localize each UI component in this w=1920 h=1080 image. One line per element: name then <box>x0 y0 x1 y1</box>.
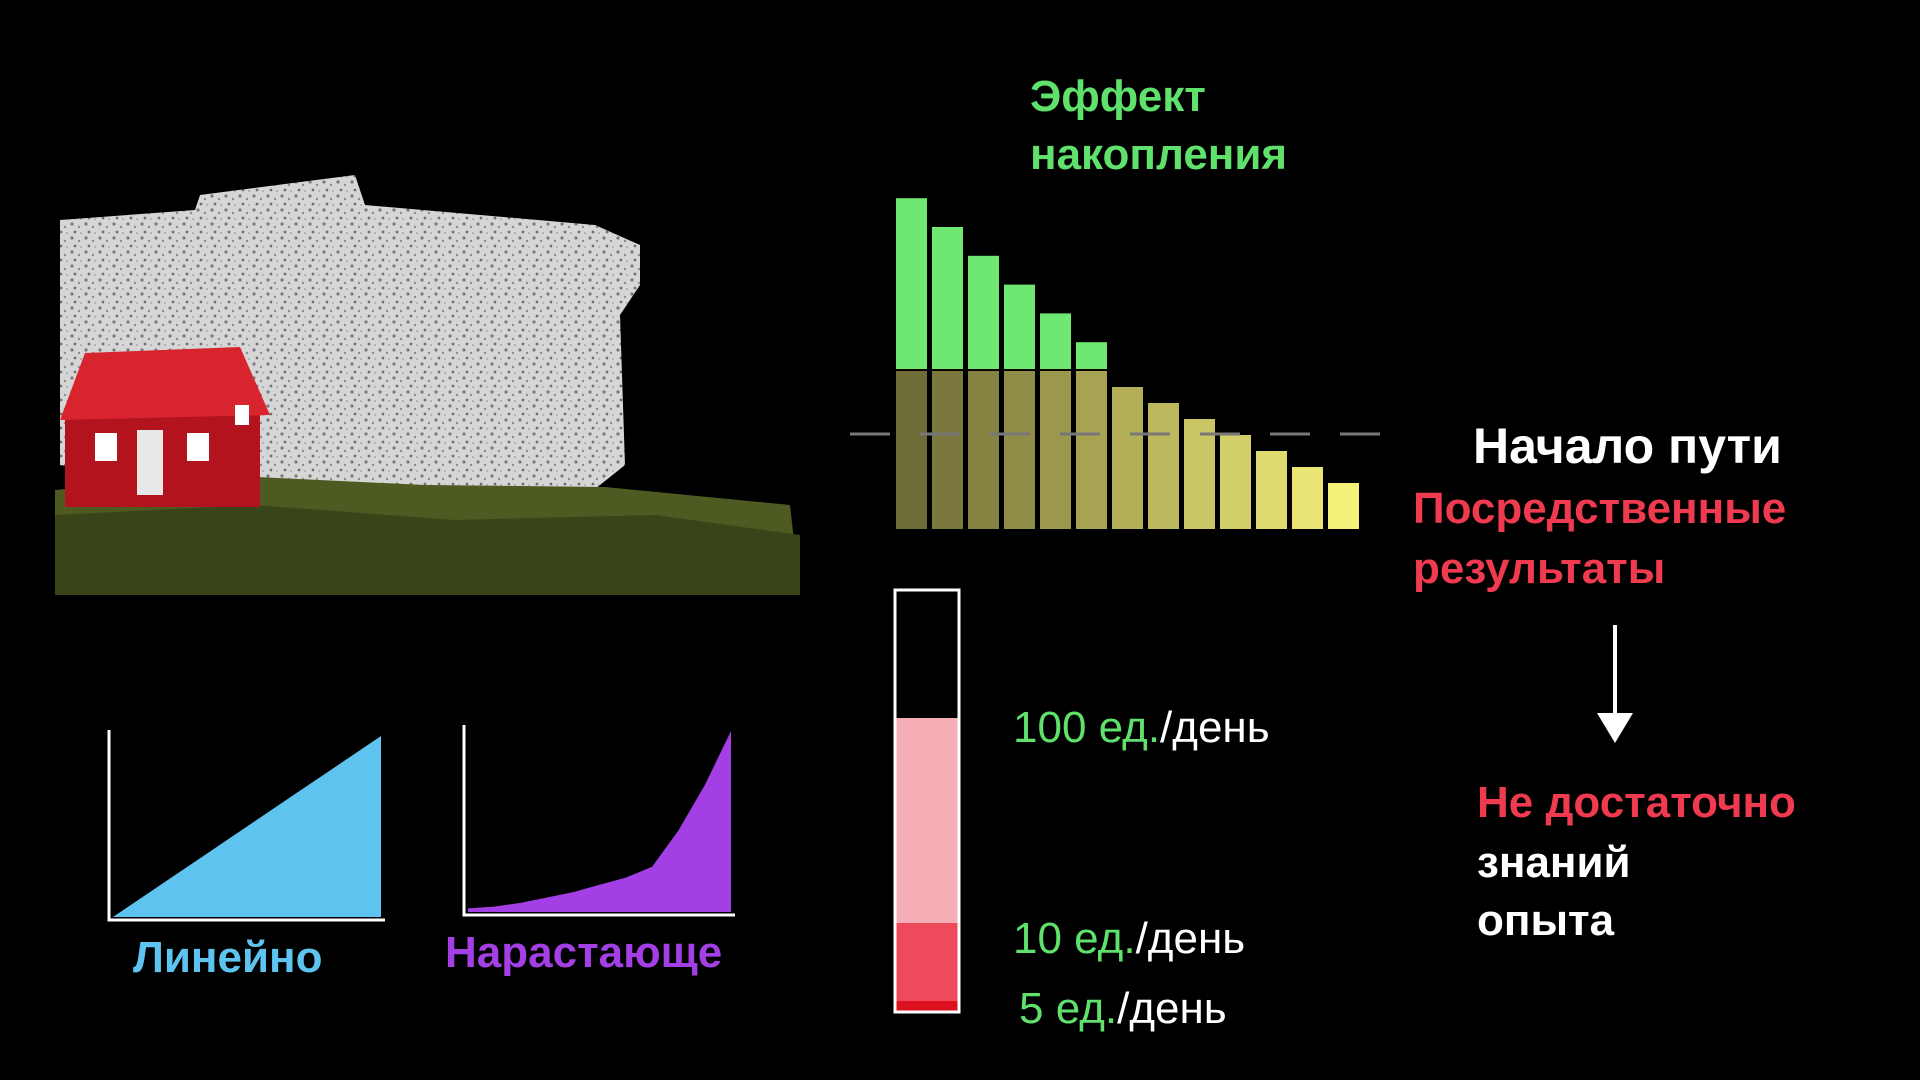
bar-base-2 <box>966 369 1001 531</box>
not-enough-label: Не достаточно <box>1477 778 1796 827</box>
scale-level-10-unit: /день <box>1135 914 1246 963</box>
accumulation-title-line2: накопления <box>1030 130 1288 179</box>
area-series <box>468 731 731 912</box>
bar-base-0 <box>894 369 929 531</box>
bar-base-6 <box>1110 385 1145 531</box>
accumulation-title-line1: Эффект <box>1030 72 1206 121</box>
linear-label: Линейно <box>133 933 323 982</box>
experience-label: опыта <box>1477 896 1615 945</box>
results-line2: результаты <box>1413 544 1666 593</box>
linear-growth-chart <box>107 730 385 922</box>
chart-axes <box>462 725 735 917</box>
bar-base-10 <box>1254 449 1289 531</box>
journey-start-label: Начало пути <box>1473 418 1782 474</box>
house-illustration <box>55 175 800 595</box>
bar-accumulation-0 <box>894 196 929 371</box>
knowledge-label: знаний <box>1477 838 1631 887</box>
scale-level-100-unit: /день <box>1160 703 1270 752</box>
scale-segment-100 <box>896 718 958 923</box>
scale-level-5-value: 5 ед. <box>1019 984 1118 1033</box>
results-line1: Посредственные <box>1413 484 1787 533</box>
bar-accumulation-4 <box>1038 311 1073 371</box>
chart-axes <box>107 730 385 922</box>
scale-level-5: 5 ед./день <box>1019 984 1227 1035</box>
bar-accumulation-5 <box>1074 340 1109 371</box>
bar-accumulation-3 <box>1002 282 1037 372</box>
units-scale-bar <box>893 588 961 1014</box>
scale-level-5-unit: /день <box>1117 984 1227 1033</box>
compound-label: Нарастающе <box>445 928 723 977</box>
scale-segment-10 <box>896 923 958 1001</box>
bar-base-11 <box>1290 465 1325 531</box>
bar-base-9 <box>1218 433 1253 531</box>
bar-base-1 <box>930 369 965 531</box>
bar-base-12 <box>1326 481 1361 531</box>
accumulation-bar-chart <box>850 196 1390 531</box>
area-series <box>113 736 381 917</box>
bar-accumulation-1 <box>930 225 965 371</box>
scale-segment-5 <box>896 1001 958 1011</box>
scale-level-100: 100 ед./день <box>1013 703 1270 754</box>
bar-base-8 <box>1182 417 1217 531</box>
bar-accumulation-2 <box>966 253 1001 371</box>
down-arrow-icon <box>1597 625 1633 743</box>
scale-level-100-value: 100 ед. <box>1013 703 1161 752</box>
bar-base-5 <box>1074 369 1109 531</box>
compound-growth-chart <box>462 725 735 917</box>
bar-base-4 <box>1038 369 1073 531</box>
bar-base-3 <box>1002 369 1037 531</box>
bar-base-7 <box>1146 401 1181 531</box>
scale-level-10-value: 10 ед. <box>1013 914 1136 963</box>
scale-level-10: 10 ед./день <box>1013 914 1245 965</box>
